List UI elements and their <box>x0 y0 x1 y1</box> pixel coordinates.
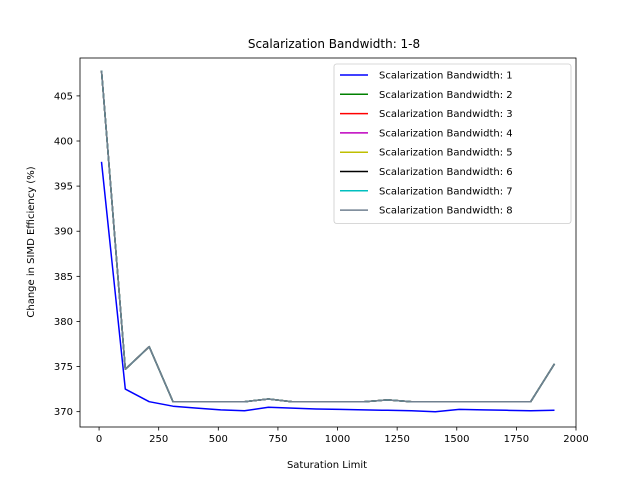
chart-title: Scalarization Bandwidth: 1-8 <box>248 37 420 51</box>
y-tick-label: 370 <box>54 407 73 418</box>
plot-frame <box>79 57 577 428</box>
y-tick-label: 405 <box>54 91 73 102</box>
x-axis-label: Saturation Limit <box>287 460 367 471</box>
series-line-8 <box>100 70 556 403</box>
y-tick-label: 385 <box>54 272 73 283</box>
y-tick-label: 375 <box>54 362 73 373</box>
x-tick-label: 500 <box>209 434 228 445</box>
x-tick-label: 1750 <box>504 434 529 445</box>
y-tick-label: 395 <box>54 182 73 193</box>
x-tick-label: 1000 <box>325 434 350 445</box>
x-tick-label: 2000 <box>563 434 588 445</box>
x-tick-label: 0 <box>96 434 102 445</box>
y-tick-label: 380 <box>54 317 73 328</box>
x-tick-label: 1500 <box>444 434 469 445</box>
legend-label-8: Scalarization Bandwidth: 8 <box>379 206 513 217</box>
legend-label-6: Scalarization Bandwidth: 6 <box>379 167 513 178</box>
legend: Scalarization Bandwidth: 1 Scalarization … <box>333 63 572 224</box>
legend-label-1: Scalarization Bandwidth: 1 <box>379 71 513 82</box>
x-tick-label: 1250 <box>384 434 409 445</box>
legend-label-3: Scalarization Bandwidth: 3 <box>379 109 513 120</box>
y-axis-label: Change in SIMD Efficiency (%) <box>26 166 37 317</box>
series-line-1 <box>100 161 555 413</box>
legend-box <box>333 63 572 224</box>
y-tick-label: 400 <box>54 137 73 148</box>
legend-label-4: Scalarization Bandwidth: 4 <box>379 128 513 139</box>
y-tick-label: 390 <box>54 227 73 238</box>
x-tick-label: 250 <box>149 434 168 445</box>
legend-label-2: Scalarization Bandwidth: 2 <box>379 90 513 101</box>
x-tick-label: 750 <box>268 434 287 445</box>
legend-label-7: Scalarization Bandwidth: 7 <box>379 186 513 197</box>
legend-label-5: Scalarization Bandwidth: 5 <box>379 148 513 159</box>
plot-area: 0 250 500 750 1000 1250 1500 1750 2000 370 375 380 3… <box>54 57 589 445</box>
